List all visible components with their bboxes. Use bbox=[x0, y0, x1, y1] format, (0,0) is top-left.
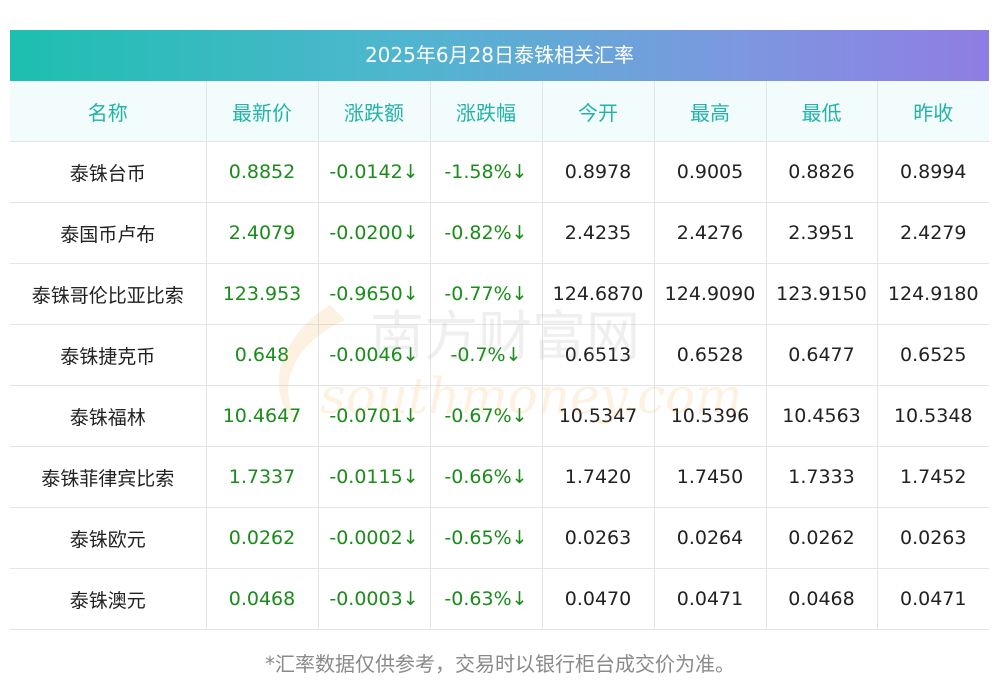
table-row: 泰铢哥伦比亚比索 123.953 -0.9650↓ -0.77%↓ 124.6870 12… bbox=[10, 263, 989, 325]
cell-change: -0.0003↓ bbox=[318, 568, 431, 630]
cell-change-pct: -0.65%↓ bbox=[430, 507, 543, 569]
cell-prev-close: 2.4279 bbox=[877, 202, 989, 264]
cell-open: 10.5347 bbox=[542, 385, 655, 447]
column-header-prev-close: 昨收 bbox=[877, 81, 989, 142]
column-header-change-pct: 涨跌幅 bbox=[430, 81, 543, 142]
cell-change-pct: -1.58%↓ bbox=[430, 141, 543, 203]
rates-table: 名称 最新价 涨跌额 涨跌幅 今开 最高 最低 昨收 泰铢台币 0.8852 -0.… bbox=[10, 81, 989, 630]
cell-name: 泰国币卢布 bbox=[10, 202, 207, 264]
cell-open: 0.0263 bbox=[542, 507, 655, 569]
cell-change-pct: -0.63%↓ bbox=[430, 568, 543, 630]
cell-open: 0.8978 bbox=[542, 141, 655, 203]
cell-open: 2.4235 bbox=[542, 202, 655, 264]
cell-low: 123.9150 bbox=[766, 263, 878, 325]
column-header-name: 名称 bbox=[10, 81, 207, 142]
cell-prev-close: 0.0471 bbox=[877, 568, 989, 630]
cell-open: 1.7420 bbox=[542, 446, 655, 508]
cell-name: 泰铢台币 bbox=[10, 141, 207, 203]
cell-latest: 1.7337 bbox=[206, 446, 319, 508]
cell-name: 泰铢哥伦比亚比索 bbox=[10, 263, 207, 325]
cell-low: 2.3951 bbox=[766, 202, 878, 264]
cell-name: 泰铢澳元 bbox=[10, 568, 207, 630]
cell-high: 1.7450 bbox=[654, 446, 767, 508]
cell-latest: 0.8852 bbox=[206, 141, 319, 203]
cell-open: 0.0470 bbox=[542, 568, 655, 630]
column-header-high: 最高 bbox=[654, 81, 767, 142]
cell-name: 泰铢菲律宾比索 bbox=[10, 446, 207, 508]
cell-high: 0.0264 bbox=[654, 507, 767, 569]
cell-latest: 0.648 bbox=[206, 324, 319, 386]
cell-high: 0.6528 bbox=[654, 324, 767, 386]
cell-change: -0.0046↓ bbox=[318, 324, 431, 386]
cell-low: 0.6477 bbox=[766, 324, 878, 386]
cell-name: 泰铢福林 bbox=[10, 385, 207, 447]
cell-change-pct: -0.66%↓ bbox=[430, 446, 543, 508]
cell-prev-close: 0.6525 bbox=[877, 324, 989, 386]
cell-change: -0.0701↓ bbox=[318, 385, 431, 447]
cell-high: 10.5396 bbox=[654, 385, 767, 447]
table-header-row: 名称 最新价 涨跌额 涨跌幅 今开 最高 最低 昨收 bbox=[10, 81, 989, 142]
column-header-change: 涨跌额 bbox=[318, 81, 431, 142]
cell-high: 0.0471 bbox=[654, 568, 767, 630]
cell-high: 0.9005 bbox=[654, 141, 767, 203]
cell-low: 0.0262 bbox=[766, 507, 878, 569]
cell-prev-close: 10.5348 bbox=[877, 385, 989, 447]
cell-change: -0.0200↓ bbox=[318, 202, 431, 264]
cell-change: -0.0142↓ bbox=[318, 141, 431, 203]
cell-prev-close: 1.7452 bbox=[877, 446, 989, 508]
cell-high: 2.4276 bbox=[654, 202, 767, 264]
table-row: 泰铢欧元 0.0262 -0.0002↓ -0.65%↓ 0.0263 0.0264 0.0… bbox=[10, 507, 989, 569]
table-row: 泰铢台币 0.8852 -0.0142↓ -1.58%↓ 0.8978 0.9005 0.8… bbox=[10, 141, 989, 203]
cell-prev-close: 0.8994 bbox=[877, 141, 989, 203]
cell-latest: 2.4079 bbox=[206, 202, 319, 264]
column-header-latest: 最新价 bbox=[206, 81, 319, 142]
cell-latest: 0.0262 bbox=[206, 507, 319, 569]
cell-latest: 123.953 bbox=[206, 263, 319, 325]
rates-panel: 2025年6月28日泰铢相关汇率 名称 最新价 涨跌额 涨跌幅 今开 最高 最低… bbox=[10, 30, 989, 630]
cell-low: 1.7333 bbox=[766, 446, 878, 508]
table-row: 泰铢澳元 0.0468 -0.0003↓ -0.63%↓ 0.0470 0.0471 0.0… bbox=[10, 568, 989, 630]
cell-low: 0.8826 bbox=[766, 141, 878, 203]
cell-latest: 10.4647 bbox=[206, 385, 319, 447]
table-row: 泰国币卢布 2.4079 -0.0200↓ -0.82%↓ 2.4235 2.4276 2.… bbox=[10, 202, 989, 264]
cell-change: -0.0002↓ bbox=[318, 507, 431, 569]
cell-prev-close: 124.9180 bbox=[877, 263, 989, 325]
cell-change-pct: -0.77%↓ bbox=[430, 263, 543, 325]
cell-open: 124.6870 bbox=[542, 263, 655, 325]
cell-name: 泰铢捷克币 bbox=[10, 324, 207, 386]
footnote: *汇率数据仅供参考，交易时以银行柜台成交价为准。 bbox=[265, 652, 735, 676]
cell-prev-close: 0.0263 bbox=[877, 507, 989, 569]
column-header-low: 最低 bbox=[766, 81, 878, 142]
table-row: 泰铢福林 10.4647 -0.0701↓ -0.67%↓ 10.5347 10.5396… bbox=[10, 385, 989, 447]
page-title: 2025年6月28日泰铢相关汇率 bbox=[10, 30, 989, 81]
column-header-open: 今开 bbox=[542, 81, 655, 142]
table-row: 泰铢菲律宾比索 1.7337 -0.0115↓ -0.66%↓ 1.7420 1.7450… bbox=[10, 446, 989, 508]
cell-change-pct: -0.7%↓ bbox=[430, 324, 543, 386]
cell-name: 泰铢欧元 bbox=[10, 507, 207, 569]
cell-low: 0.0468 bbox=[766, 568, 878, 630]
cell-change-pct: -0.82%↓ bbox=[430, 202, 543, 264]
cell-open: 0.6513 bbox=[542, 324, 655, 386]
table-row: 泰铢捷克币 0.648 -0.0046↓ -0.7%↓ 0.6513 0.6528 0.64… bbox=[10, 324, 989, 386]
cell-change: -0.0115↓ bbox=[318, 446, 431, 508]
cell-low: 10.4563 bbox=[766, 385, 878, 447]
cell-change-pct: -0.67%↓ bbox=[430, 385, 543, 447]
cell-change: -0.9650↓ bbox=[318, 263, 431, 325]
cell-latest: 0.0468 bbox=[206, 568, 319, 630]
cell-high: 124.9090 bbox=[654, 263, 767, 325]
